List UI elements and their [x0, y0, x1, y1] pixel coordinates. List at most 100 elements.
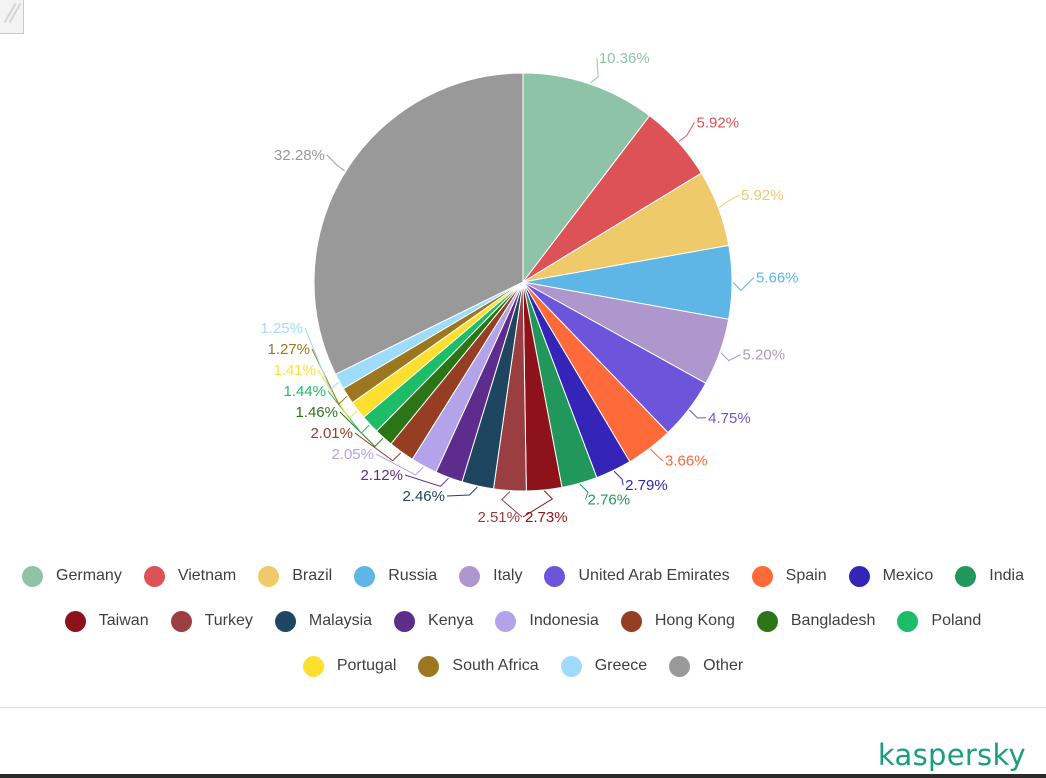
slice-label-russia: 5.66% — [756, 269, 799, 286]
legend-item-spain[interactable]: Spain — [751, 565, 827, 587]
legend-label-bangladesh: Bangladesh — [790, 612, 876, 629]
legend-item-indonesia[interactable]: Indonesia — [495, 610, 599, 632]
legend-swatch-south-africa — [418, 655, 440, 677]
slice-label-portugal: 1.41% — [273, 362, 316, 379]
leader-line-hong-kong — [354, 432, 402, 462]
legend-label-malaysia: Malaysia — [308, 612, 373, 629]
legend-swatch-mexico — [848, 565, 870, 587]
legend-swatch-united-arab-emirates — [544, 565, 566, 587]
slice-label-spain: 3.66% — [665, 453, 708, 470]
legend-label-spain: Spain — [785, 567, 827, 584]
kaspersky-logo: kaspersky — [877, 738, 1026, 772]
legend-item-india[interactable]: India — [955, 565, 1024, 587]
leader-line-brazil — [719, 194, 740, 209]
legend-swatch-brazil — [258, 565, 280, 587]
legend-label-brazil: Brazil — [292, 567, 333, 584]
slice-label-malaysia: 2.46% — [402, 488, 445, 505]
legend-swatch-turkey — [170, 610, 192, 632]
legend-swatch-italy — [459, 565, 481, 587]
slice-label-vietnam: 5.92% — [697, 114, 740, 131]
leader-lines — [304, 58, 755, 518]
legend-label-hong-kong: Hong Kong — [654, 612, 735, 629]
slice-label-bangladesh: 1.46% — [295, 404, 338, 421]
leader-line-kenya — [404, 474, 449, 487]
legend-label-other: Other — [703, 657, 744, 674]
slice-label-germany: 10.36% — [599, 50, 650, 67]
slice-label-greece: 1.25% — [260, 320, 303, 337]
legend-item-malaysia[interactable]: Malaysia — [274, 610, 373, 632]
leader-line-spain — [649, 448, 664, 462]
leader-line-mexico — [613, 470, 624, 486]
legend-item-hong-kong[interactable]: Hong Kong — [620, 610, 735, 632]
legend-swatch-taiwan — [64, 610, 86, 632]
legend-swatch-kenya — [394, 610, 416, 632]
slice-label-poland: 1.44% — [283, 383, 326, 400]
legend-label-united-arab-emirates: United Arab Emirates — [578, 567, 730, 584]
legend-label-mexico: Mexico — [882, 567, 934, 584]
slice-label-other: 32.28% — [274, 147, 325, 164]
legend-item-kenya[interactable]: Kenya — [394, 610, 473, 632]
leader-line-india — [579, 483, 589, 500]
legend-label-italy: Italy — [493, 567, 523, 584]
pie-slice-other[interactable]: Other — [313, 72, 524, 375]
bottom-bar — [0, 774, 1046, 778]
legend-swatch-germany — [22, 565, 44, 587]
legend-item-brazil[interactable]: Brazil — [258, 565, 332, 587]
leader-line-bangladesh — [339, 411, 384, 448]
slice-label-indonesia: 2.05% — [331, 446, 374, 463]
slice-label-south-africa: 1.27% — [267, 341, 310, 358]
legend-item-other[interactable]: Other — [669, 655, 743, 677]
slice-label-italy: 5.20% — [743, 347, 786, 364]
legend-item-poland[interactable]: Poland — [897, 610, 981, 632]
leader-line-greece — [304, 327, 339, 391]
legend-item-russia[interactable]: Russia — [354, 565, 437, 587]
legend-label-germany: Germany — [56, 567, 122, 584]
legend-label-india: India — [989, 567, 1024, 584]
slice-label-brazil: 5.92% — [741, 187, 784, 204]
leader-line-turkey — [501, 491, 523, 518]
legend-item-greece[interactable]: Greece — [560, 655, 648, 677]
legend-label-vietnam: Vietnam — [177, 567, 237, 584]
legend-item-mexico[interactable]: Mexico — [848, 565, 934, 587]
leader-line-poland — [327, 390, 370, 434]
legend-item-taiwan[interactable]: Taiwan — [64, 610, 149, 632]
legend-item-italy[interactable]: Italy — [459, 565, 522, 587]
legend-swatch-indonesia — [495, 610, 517, 632]
legend-label-taiwan: Taiwan — [98, 612, 149, 629]
leader-line-indonesia — [375, 453, 424, 476]
legend-item-portugal[interactable]: Portugal — [302, 655, 397, 677]
leader-line-taiwan — [522, 490, 554, 518]
slice-label-mexico: 2.79% — [625, 477, 668, 494]
legend-item-south-africa[interactable]: South Africa — [418, 655, 539, 677]
leader-line-united-arab-emirates — [689, 409, 707, 419]
legend-swatch-russia — [354, 565, 376, 587]
legend-label-russia: Russia — [388, 567, 438, 584]
legend-item-germany[interactable]: Germany — [22, 565, 122, 587]
slice-label-taiwan: 2.73% — [525, 509, 568, 526]
leader-line-russia — [732, 277, 755, 292]
legend-label-indonesia: Indonesia — [529, 612, 599, 629]
pie-slice-germany[interactable]: Germany — [522, 72, 651, 284]
slice-labels: 10.36% 5.92% 5.92% 5.66% 5.20% 4.75% 3.66% 2.79… — [260, 50, 798, 526]
legend-swatch-other — [669, 655, 691, 677]
legend-label-poland: Poland — [931, 612, 982, 629]
legend-label-greece: Greece — [594, 657, 648, 674]
legend-item-vietnam[interactable]: Vietnam — [143, 565, 237, 587]
slice-label-hong-kong: 2.01% — [310, 425, 353, 442]
slice-label-united-arab-emirates: 4.75% — [708, 410, 751, 427]
legend-swatch-vietnam — [143, 565, 165, 587]
legend-label-kenya: Kenya — [428, 612, 474, 629]
legend-swatch-hong-kong — [620, 610, 642, 632]
legend-item-turkey[interactable]: Turkey — [170, 610, 253, 632]
legend-swatch-spain — [751, 565, 773, 587]
legend-item-bangladesh[interactable]: Bangladesh — [756, 610, 876, 632]
slice-label-kenya: 2.12% — [360, 467, 403, 484]
legend-swatch-bangladesh — [756, 610, 778, 632]
legend-label-portugal: Portugal — [336, 657, 397, 674]
leader-line-germany — [589, 58, 599, 84]
legend-item-united-arab-emirates[interactable]: United Arab Emirates — [544, 565, 730, 587]
leader-line-malaysia — [446, 486, 478, 497]
slice-label-turkey: 2.51% — [477, 509, 520, 526]
